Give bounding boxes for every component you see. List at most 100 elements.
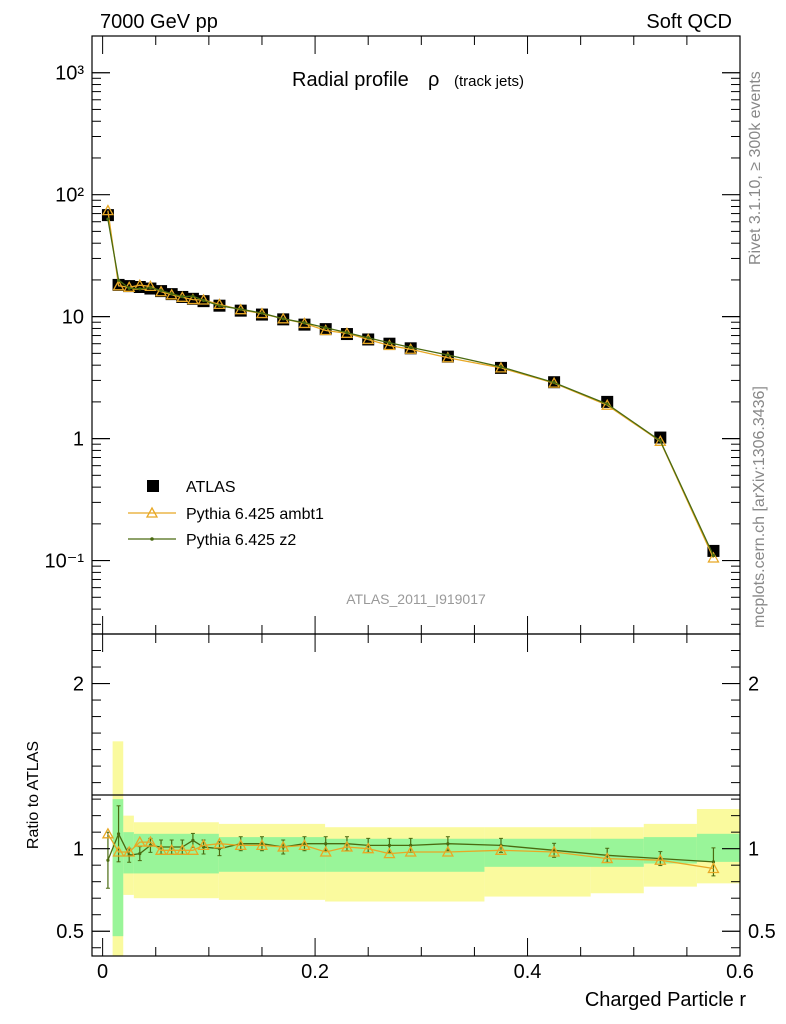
ambt1-point xyxy=(186,293,200,305)
legend-atlas-label: ATLAS xyxy=(186,479,236,496)
z2-point xyxy=(159,288,163,293)
analysis-id-label: ATLAS_2011_I919017 xyxy=(346,591,486,607)
ratio-band-inner xyxy=(112,799,124,937)
ambt1-point xyxy=(441,351,454,363)
z2-point xyxy=(260,311,264,315)
z2-point xyxy=(302,321,307,325)
ratio-ambt1-point xyxy=(404,845,417,857)
ratio-y-tick-label: 2 xyxy=(73,674,84,696)
z2-point xyxy=(239,307,243,311)
z2-point xyxy=(658,439,662,443)
ratio-ambt1-line xyxy=(107,833,714,870)
ratio-ambt1-point xyxy=(601,852,614,864)
ratio-ambt1-point xyxy=(319,845,332,857)
ratio-z2-point xyxy=(409,843,413,847)
mcplots-site-label: mcplots.cern.ch [arXiv:1306.3436] xyxy=(751,386,768,628)
ratio-y-axis: 2 2 1 1 0.5 0.5 xyxy=(56,650,776,949)
ratio-plot-frame xyxy=(91,633,741,957)
z2-point xyxy=(281,317,285,321)
ratio-ambt1-point xyxy=(165,843,178,855)
header-left: 7000 GeV pp xyxy=(100,11,218,33)
ratio-z2-point xyxy=(138,852,142,856)
chart-title-symbol: ρ xyxy=(428,69,439,91)
x-axis-label: Charged Particle r xyxy=(585,989,747,1011)
z2-point xyxy=(345,330,349,335)
ambt1-point xyxy=(144,280,157,292)
z2-point xyxy=(148,286,153,290)
z2-point xyxy=(446,353,450,357)
rivet-version-label: Rivet 3.1.10, ≥ 300k events xyxy=(747,71,764,265)
main-plot-panel: 10³ 10² 10 1 10⁻¹ Radial profile ρ (track je… xyxy=(45,35,741,635)
ambt1-point xyxy=(547,376,561,388)
ratio-ambt1-point xyxy=(112,845,125,857)
ambt1-point xyxy=(654,434,667,446)
z2-point xyxy=(552,380,556,385)
x-tick-label: 0.6 xyxy=(726,961,754,983)
ratio-z2-point xyxy=(387,843,392,847)
ratio-ambt1-point xyxy=(197,839,210,851)
z2-point xyxy=(191,294,195,298)
ratio-ambt1-point xyxy=(176,843,189,855)
main-y-tick-label: 10² xyxy=(55,185,84,207)
ambt1-point xyxy=(101,204,115,216)
header-right: Soft QCD xyxy=(646,11,732,33)
z2-point xyxy=(138,287,142,291)
ratio-z2-point xyxy=(711,860,716,864)
ratio-ambt1-point xyxy=(154,843,168,855)
ratio-plot-panel: 2 2 1 1 0.5 0.5 0 0.2 0.4 0.6 Ratio to ATLAS Cha… xyxy=(25,633,776,1011)
ratio-y-tick-label: 1 xyxy=(73,839,84,861)
z2-point xyxy=(324,326,328,330)
ratio-ambt1-point xyxy=(255,839,269,851)
ratio-series-group xyxy=(101,805,720,889)
z2-point xyxy=(217,304,222,308)
x-tick-label: 0.4 xyxy=(514,961,542,983)
ratio-ambt1-point xyxy=(707,862,720,874)
z2-point xyxy=(711,553,716,558)
ratio-z2-point xyxy=(324,842,328,846)
ratio-z2-point xyxy=(446,842,450,846)
main-y-tick-label: 10⁻¹ xyxy=(45,551,85,573)
legend-z2-marker xyxy=(150,537,154,541)
ratio-uncertainty-bands xyxy=(112,741,740,956)
atlas-data-point xyxy=(133,281,146,294)
ratio-y-tick-label-right: 1 xyxy=(748,839,759,861)
ambt1-point xyxy=(601,398,614,410)
main-y-tick-label: 10³ xyxy=(55,63,84,85)
ratio-ambt1-point xyxy=(133,835,146,847)
ratio-ambt1-point xyxy=(123,845,136,857)
x-tick-label: 0 xyxy=(97,961,108,983)
ratio-y-axis-label: Ratio to ATLAS xyxy=(25,741,42,849)
ambt1-point xyxy=(707,551,720,563)
ratio-z2-point xyxy=(116,832,121,836)
z2-point xyxy=(387,341,392,345)
ratio-ambt1-point xyxy=(383,847,396,859)
ambt1-point xyxy=(383,339,396,351)
x-tick-label: 0.2 xyxy=(301,961,329,983)
ambt1-point xyxy=(112,279,125,291)
ambt1-point xyxy=(319,324,332,336)
ratio-ambt1-point xyxy=(298,839,311,851)
main-series-group xyxy=(101,204,720,563)
ambt1-point xyxy=(404,342,417,354)
ratio-band-inner xyxy=(696,833,740,862)
ambt1-point xyxy=(213,298,226,310)
z2-point xyxy=(409,345,413,349)
z2-point xyxy=(180,294,184,299)
legend-ambt1-marker xyxy=(145,506,159,518)
ratio-band-inner xyxy=(218,837,326,872)
z2-point xyxy=(116,278,121,282)
legend: ATLAS Pythia 6.425 ambt1 Pythia 6.425 z2 xyxy=(128,479,324,549)
z2-point xyxy=(106,217,110,221)
ratio-ambt1-point xyxy=(494,843,508,855)
z2-point xyxy=(170,292,174,296)
ratio-ambt1-point xyxy=(441,845,454,857)
main-y-tick-label: 1 xyxy=(73,429,84,451)
ratio-ambt1-point xyxy=(101,827,115,839)
z2-point xyxy=(127,286,131,290)
z2-point xyxy=(605,402,609,406)
chart-title: Radial profile xyxy=(292,69,409,91)
ratio-ambt1-point xyxy=(340,840,354,852)
ratio-ambt1-point xyxy=(186,843,200,855)
ratio-z2-point xyxy=(191,838,195,843)
